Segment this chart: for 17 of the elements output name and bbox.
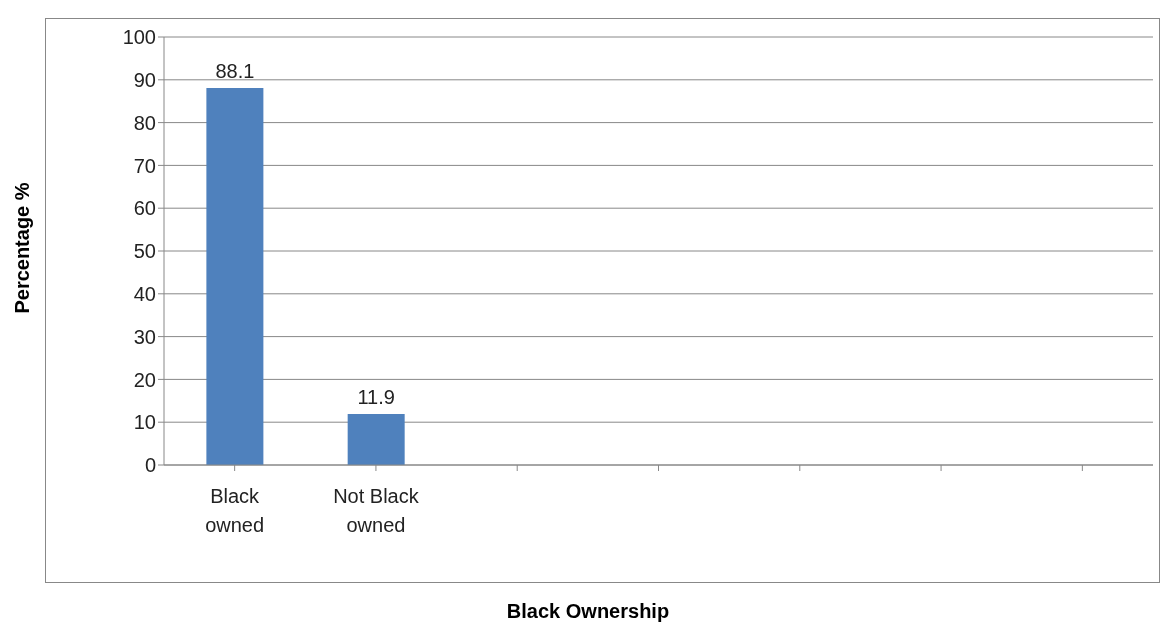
y-tick-label: 100: [122, 26, 156, 49]
y-tick-label: 30: [133, 325, 156, 348]
y-tick-label: 60: [133, 197, 156, 220]
y-axis-title: Percentage %: [10, 182, 34, 314]
x-tick-label: Black owned: [205, 485, 265, 536]
y-tick-label: 90: [133, 68, 156, 91]
y-tick-label: 0: [144, 454, 156, 477]
y-tick-label: 50: [133, 240, 156, 263]
x-axis-title: Black Ownership: [505, 600, 671, 623]
y-tick-label: 70: [133, 154, 156, 177]
y-tick-label: 10: [133, 411, 156, 434]
y-tick-label: 40: [133, 282, 156, 305]
x-tick-label: Not Black owned: [333, 485, 420, 536]
y-tick-label: 80: [133, 111, 156, 134]
data-label: 88.1: [215, 59, 255, 82]
y-tick-label: 20: [133, 368, 156, 391]
data-label: 11.9: [357, 386, 395, 409]
